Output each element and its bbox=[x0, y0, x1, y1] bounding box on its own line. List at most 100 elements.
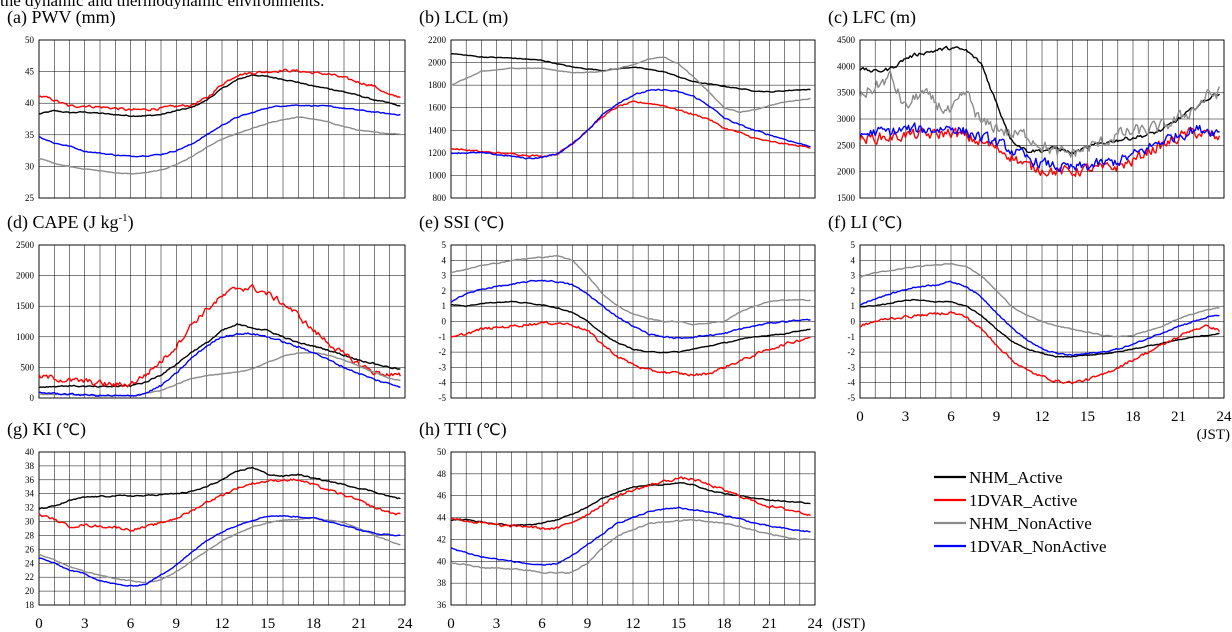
y-tick-label: 2000 bbox=[837, 167, 856, 177]
x-tick-label: 0 bbox=[447, 616, 455, 632]
plot-frame bbox=[450, 39, 816, 199]
y-tick-label: 40 bbox=[437, 556, 447, 566]
x-tick-label: 0 bbox=[35, 616, 43, 632]
x-tick-label: 6 bbox=[127, 616, 135, 632]
y-tick-label: 2000 bbox=[16, 271, 35, 281]
x-tick-label: 21 bbox=[762, 616, 777, 632]
y-tick-label: -3 bbox=[848, 362, 856, 372]
y-tick-label: 35 bbox=[25, 130, 35, 140]
series-line-1dvar-nonactive bbox=[859, 122, 1220, 173]
y-tick-label: 0 bbox=[442, 317, 447, 327]
plot-frame bbox=[38, 244, 406, 399]
series-line-nhm-active bbox=[38, 323, 401, 389]
y-tick-label: 4 bbox=[851, 255, 856, 265]
panel-title: (d) CAPE (J kg-1) bbox=[7, 212, 134, 233]
y-tick-label: 1000 bbox=[428, 170, 447, 180]
x-tick-label: 9 bbox=[173, 616, 181, 632]
x-tick-label: 18 bbox=[1126, 409, 1141, 425]
panel-title: (h) TTI (℃) bbox=[419, 419, 507, 440]
panel-e: (e) SSI (℃) -5 -4 -3 -2 -1 0 1 2 3 4 5 bbox=[419, 212, 816, 403]
series-line-1dvar-nonactive bbox=[450, 279, 811, 340]
y-tick-label: -2 bbox=[439, 347, 447, 357]
x-unit-label: (JST) bbox=[1197, 427, 1230, 443]
x-tick-label: 3 bbox=[81, 616, 89, 632]
y-tick-label: 50 bbox=[437, 447, 447, 457]
plot-frame bbox=[859, 39, 1225, 199]
y-tick-label: 24 bbox=[25, 558, 35, 568]
y-tick-label: 18 bbox=[25, 600, 35, 610]
y-tick-label: 50 bbox=[25, 35, 35, 45]
x-tick-label: 24 bbox=[1217, 409, 1232, 425]
y-tick-label: 1200 bbox=[428, 148, 447, 158]
series-line-1dvar-nonactive bbox=[38, 332, 401, 397]
y-tick-label: 30 bbox=[25, 517, 35, 527]
panel-d: (d) CAPE (J kg-1) 0 500 1000 1500 2000 2500 bbox=[7, 212, 406, 403]
series-line-nhm-nonactive bbox=[38, 116, 401, 175]
series-line-1dvar-active bbox=[450, 320, 811, 377]
x-tick-label: 21 bbox=[352, 616, 367, 632]
x-tick-label: 15 bbox=[671, 616, 686, 632]
y-tick-label: 36 bbox=[437, 600, 447, 610]
y-tick-label: 32 bbox=[25, 503, 34, 513]
x-tick-label: 3 bbox=[902, 409, 910, 425]
x-tick-label: 15 bbox=[260, 616, 275, 632]
x-tick-label: 15 bbox=[1080, 409, 1095, 425]
y-tick-label: 26 bbox=[25, 544, 35, 554]
y-tick-label: 0 bbox=[30, 393, 35, 403]
x-unit-label: (JST) bbox=[832, 616, 865, 632]
panel-c: (c) LFC (m) 1500 2000 2500 3000 3500 4000 4500 bbox=[828, 7, 1225, 203]
y-tick-label: 36 bbox=[25, 475, 35, 485]
panel-title: (f) LI (℃) bbox=[828, 212, 902, 233]
panel-title: (b) LCL (m) bbox=[419, 7, 508, 28]
y-tick-label: -4 bbox=[439, 378, 447, 388]
series-line-1dvar-nonactive bbox=[38, 514, 401, 587]
series-line-nhm-active bbox=[38, 466, 401, 510]
y-tick-label: 1600 bbox=[428, 103, 447, 113]
y-tick-label: -3 bbox=[439, 362, 447, 372]
legend: NHM_Active 1DVAR_Active NHM_NonActive 1DVAR… bbox=[934, 468, 1107, 556]
series-line-1dvar-active bbox=[450, 100, 811, 158]
y-tick-label: 1 bbox=[851, 301, 856, 311]
y-tick-label: 42 bbox=[437, 534, 446, 544]
y-tick-label: 38 bbox=[437, 578, 447, 588]
y-tick-label: 25 bbox=[25, 193, 35, 203]
series-line-1dvar-active bbox=[38, 283, 402, 388]
legend-label: 1DVAR_Active bbox=[969, 491, 1077, 510]
y-tick-label: 22 bbox=[25, 572, 34, 582]
x-tick-label: 18 bbox=[306, 616, 321, 632]
series-line-1dvar-active bbox=[38, 68, 401, 112]
y-tick-label: 1500 bbox=[837, 193, 856, 203]
y-tick-label: -4 bbox=[848, 378, 856, 388]
y-tick-label: 1800 bbox=[428, 80, 447, 90]
y-tick-label: 3 bbox=[851, 271, 856, 281]
series-line-1dvar-active bbox=[859, 127, 1221, 177]
y-tick-label: 0 bbox=[851, 317, 856, 327]
panel-b: (b) LCL (m) 800 1000 1200 1400 1600 1800 2000 22… bbox=[419, 7, 816, 203]
x-tick-label: 18 bbox=[717, 616, 732, 632]
series-line-1dvar-nonactive bbox=[450, 88, 811, 160]
y-tick-label: 2500 bbox=[837, 140, 856, 150]
y-tick-label: -1 bbox=[848, 332, 856, 342]
series-line-nhm-nonactive bbox=[39, 351, 401, 397]
y-tick-label: 4500 bbox=[837, 35, 856, 45]
panel-title: (c) LFC (m) bbox=[828, 7, 916, 28]
y-tick-label: 500 bbox=[21, 362, 35, 372]
y-tick-label: 3000 bbox=[837, 114, 856, 124]
x-tick-label: 24 bbox=[398, 616, 414, 632]
y-tick-label: 28 bbox=[25, 530, 35, 540]
y-tick-label: 2200 bbox=[428, 35, 447, 45]
legend-label: NHM_Active bbox=[969, 468, 1062, 487]
legend-label: 1DVAR_NonActive bbox=[969, 537, 1107, 556]
y-tick-label: 1 bbox=[442, 301, 447, 311]
series-line-nhm-nonactive bbox=[450, 254, 811, 326]
y-tick-label: 46 bbox=[437, 491, 447, 501]
series-line-nhm-nonactive bbox=[450, 56, 811, 113]
series-line-1dvar-active bbox=[859, 311, 1221, 385]
series-line-nhm-active bbox=[450, 482, 811, 527]
x-tick-label: 12 bbox=[215, 616, 230, 632]
x-tick-label: 6 bbox=[538, 616, 546, 632]
y-tick-label: 38 bbox=[25, 461, 35, 471]
y-tick-label: 5 bbox=[851, 240, 856, 250]
